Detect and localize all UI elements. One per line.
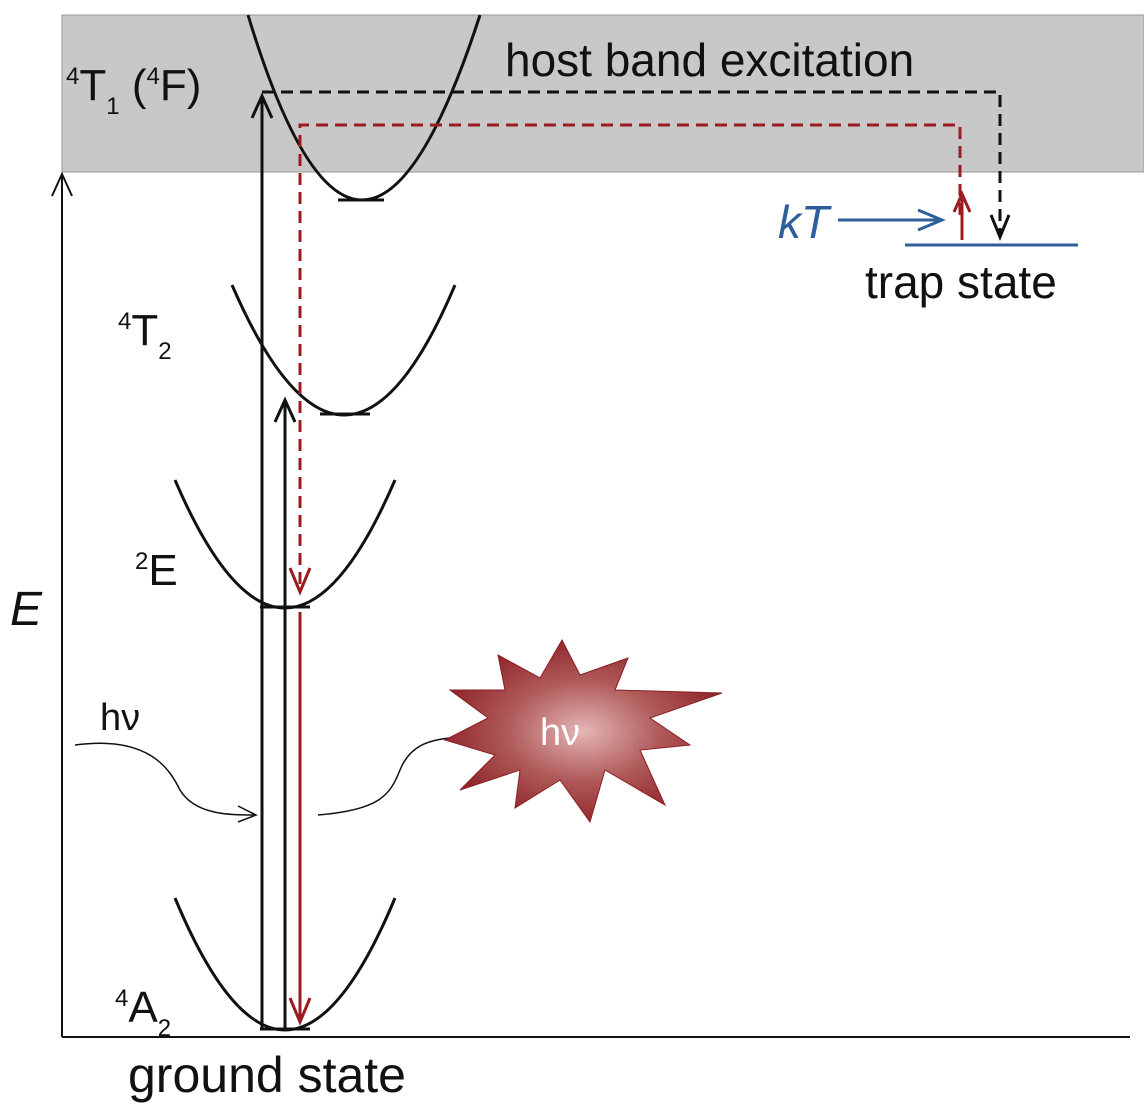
emission-burst — [443, 638, 723, 824]
level-label-part: 2 — [158, 1015, 171, 1042]
level-label: 2E — [135, 546, 178, 595]
level-label-part: E — [148, 546, 177, 595]
arrow-head — [237, 805, 258, 823]
ground-label: ground state — [128, 1047, 406, 1103]
level-label-part: 1 — [106, 93, 119, 120]
level-label-part: 2 — [135, 548, 148, 575]
level-label: 4A2 — [115, 983, 171, 1042]
trap-label: trap state — [865, 256, 1057, 308]
arrow-head — [989, 214, 1011, 241]
axis-arrow — [51, 171, 73, 197]
level-label-part: A — [128, 983, 158, 1032]
arrow-head — [917, 208, 946, 232]
thermal-label: kT — [778, 196, 832, 248]
level-label-part: T — [79, 61, 106, 110]
transitions — [74, 90, 1078, 1030]
level-label: 4T2 — [118, 306, 172, 365]
absorption-label: hν — [100, 697, 140, 739]
arrow-head — [250, 92, 274, 119]
curve-4t2 — [230, 284, 457, 417]
level-label-part: ( — [120, 61, 147, 110]
arrow-head — [288, 997, 312, 1026]
level-label-part: 4 — [66, 63, 79, 90]
emission-label: hν — [540, 712, 580, 754]
photon-out — [317, 737, 451, 816]
arrow-head — [273, 396, 297, 423]
level-label-part: T — [131, 306, 158, 355]
level-label-part: 4 — [115, 985, 128, 1012]
detrap-path — [298, 123, 962, 590]
level-label: 4T1 (4F) — [66, 61, 201, 120]
level-label-part: 4 — [147, 63, 160, 90]
level-label-part: F) — [160, 61, 202, 110]
axis-label: E — [10, 583, 43, 636]
level-label-part: 4 — [118, 308, 131, 335]
arrow-head — [952, 190, 972, 213]
host-band-label: host band excitation — [505, 34, 914, 86]
level-label-part: 2 — [158, 338, 171, 365]
arrow-head — [288, 567, 312, 596]
host-band — [61, 14, 1144, 173]
photon-in — [74, 742, 256, 816]
